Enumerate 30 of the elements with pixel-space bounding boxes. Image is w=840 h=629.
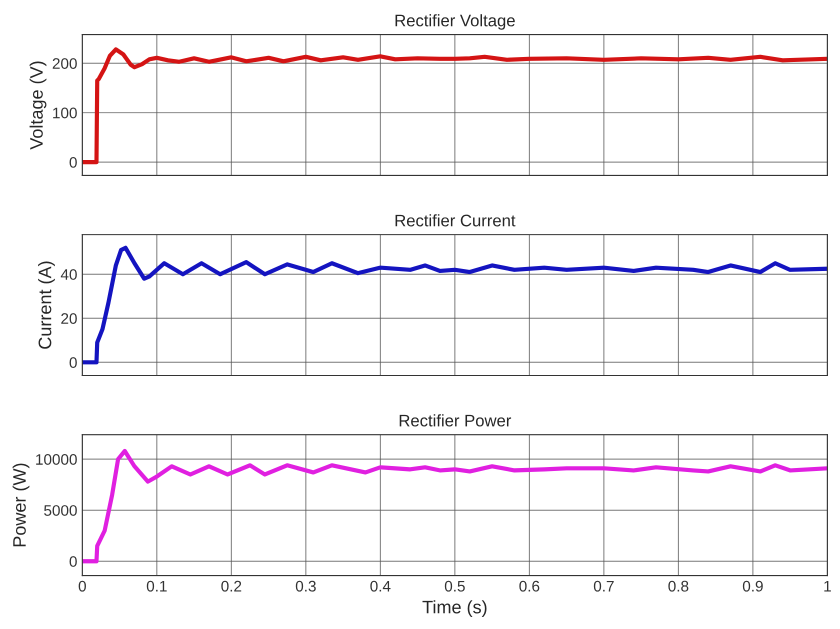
x-tick-label: 0 [78, 580, 86, 592]
chart-title: Rectifier Current [396, 214, 516, 226]
x-tick-label: 0.1 [146, 580, 167, 592]
y-tick-label: 5000 [44, 505, 77, 516]
y-axis-title: Current (A) [38, 262, 55, 349]
x-tick-label: 1 [824, 580, 831, 592]
x-tick-label: 0.2 [221, 580, 242, 592]
x-tick-label: 0.6 [519, 580, 540, 592]
line-series [82, 246, 828, 364]
x-tick-label: 0.7 [594, 580, 614, 592]
y-axis-title: Voltage (V) [30, 61, 46, 150]
y-axis-title: Power (W) [12, 464, 30, 546]
chart-title: Rectifier Voltage [396, 14, 515, 30]
line-series [82, 47, 828, 164]
x-tick-label: 0.3 [296, 580, 316, 592]
x-axis-title: Time (s) [422, 600, 486, 618]
x-tick-label: 0.4 [370, 580, 391, 592]
y-tick-label: 10000 [36, 454, 77, 465]
y-tick-label: 20 [61, 313, 77, 324]
y-tick-label: 0 [70, 357, 77, 368]
y-tick-label: 0 [70, 556, 77, 567]
y-tick-label: 0 [70, 156, 77, 168]
y-tick-label: 100 [53, 108, 77, 118]
line-series [82, 448, 828, 564]
chart-title: Rectifier Power [400, 414, 512, 426]
y-tick-label: 40 [60, 269, 77, 280]
y-tick-label: 200 [52, 58, 77, 69]
x-tick-label: 0.5 [444, 580, 465, 592]
x-tick-label: 0.9 [742, 580, 763, 592]
x-tick-label: 0.8 [668, 580, 688, 592]
